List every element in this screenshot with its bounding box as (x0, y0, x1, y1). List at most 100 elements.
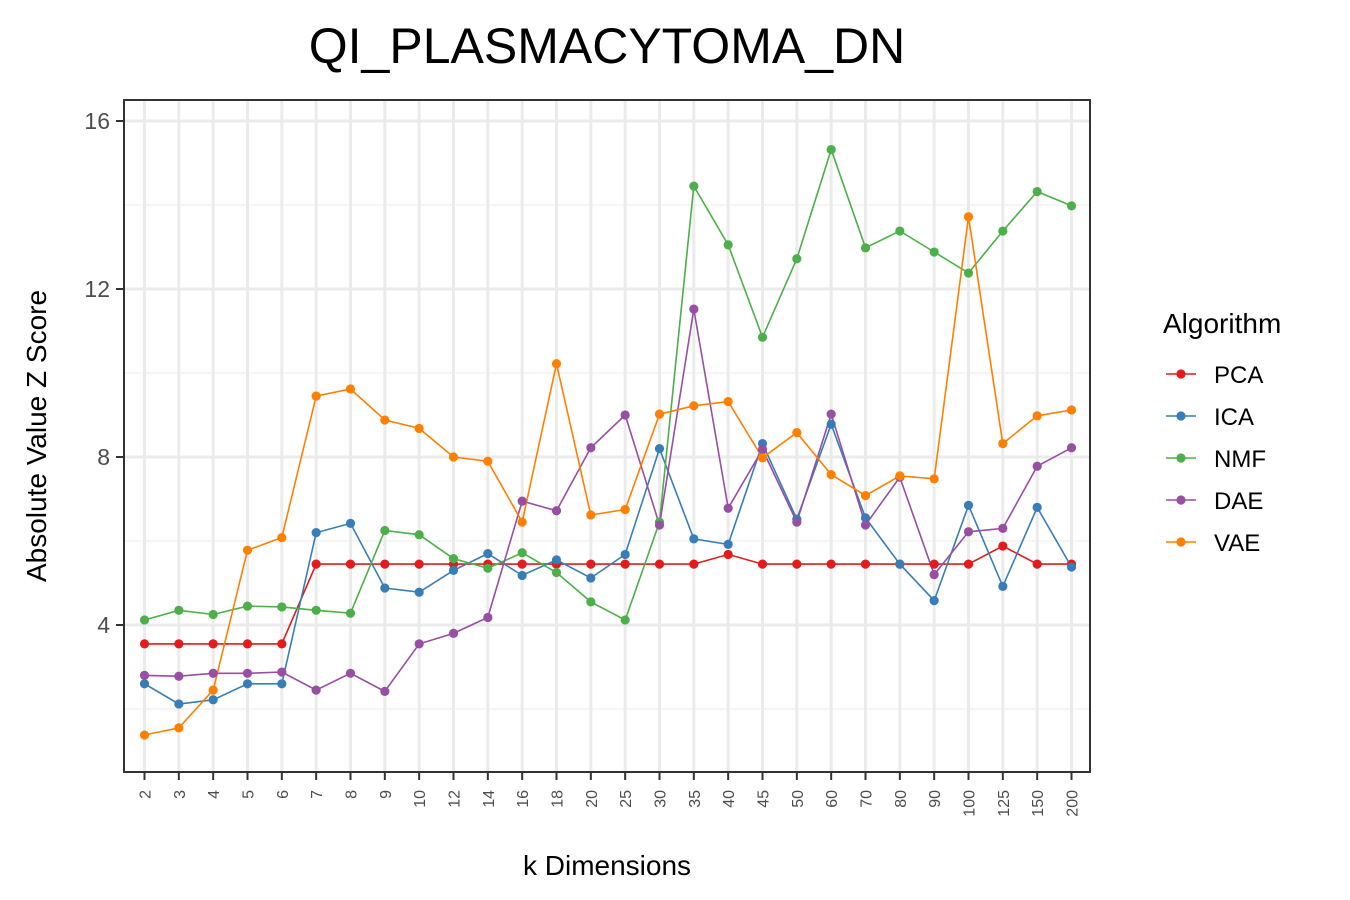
data-point-nmf (689, 181, 699, 191)
legend-key-point-dae (1176, 495, 1186, 505)
data-point-vae (139, 730, 150, 740)
data-point-dae (689, 304, 699, 314)
data-point-nmf (895, 226, 905, 236)
data-point-pca (929, 559, 939, 569)
data-point-dae (826, 409, 836, 419)
data-point-nmf (380, 525, 390, 536)
legend-label-pca: PCA (1214, 362, 1263, 389)
x-tick-label: 20 (584, 790, 601, 808)
data-point-dae (929, 570, 939, 580)
data-point-nmf (483, 563, 493, 573)
data-point-pca (380, 559, 390, 569)
data-point-dae (139, 670, 150, 681)
x-tick-label: 45 (756, 790, 773, 808)
data-point-nmf (517, 548, 527, 558)
series-line-dae (144, 309, 1072, 693)
data-point-ica (242, 679, 253, 689)
data-point-ica (414, 587, 424, 597)
y-tick-label: 8 (97, 444, 110, 470)
data-point-pca (792, 559, 802, 569)
legend-label-nmf: NMF (1214, 446, 1266, 473)
data-point-dae (483, 612, 493, 623)
data-point-dae (620, 410, 630, 420)
data-point-ica (895, 559, 905, 569)
data-point-dae (174, 671, 184, 681)
x-tick-label: 150 (1030, 790, 1047, 817)
data-point-dae (311, 685, 321, 695)
data-point-nmf (929, 247, 939, 257)
data-point-dae (1066, 443, 1077, 453)
data-point-nmf (757, 332, 768, 342)
data-point-dae (242, 668, 253, 678)
data-point-vae (689, 401, 699, 411)
data-point-vae (998, 438, 1008, 449)
data-point-ica (620, 549, 630, 560)
series-points (139, 144, 1077, 740)
grid-minor (124, 204, 1090, 710)
x-tick-label: 50 (790, 790, 807, 808)
plot-panel (123, 99, 1091, 773)
data-point-ica (174, 699, 184, 709)
x-tick-label: 10 (412, 790, 429, 808)
panel-border (123, 99, 1091, 773)
data-point-pca (242, 639, 253, 649)
data-point-vae (860, 491, 871, 501)
legend-title: Algorithm (1163, 308, 1281, 339)
data-point-dae (345, 668, 356, 678)
x-tick-label: 3 (172, 790, 189, 799)
x-tick-label: 200 (1065, 790, 1082, 817)
x-tick-label: 14 (481, 790, 498, 808)
data-point-pca (723, 549, 733, 560)
data-point-dae (517, 496, 527, 506)
data-point-ica (311, 528, 321, 538)
data-point-vae (242, 545, 253, 555)
data-point-nmf (963, 268, 974, 278)
data-point-ica (380, 583, 390, 593)
data-point-nmf (414, 530, 424, 540)
data-point-pca (277, 639, 287, 649)
data-point-ica (998, 581, 1008, 591)
data-point-nmf (826, 144, 836, 155)
data-point-pca (517, 559, 527, 569)
data-point-dae (208, 668, 218, 678)
x-tick-label: 5 (241, 790, 258, 799)
data-point-vae (654, 409, 665, 419)
data-point-nmf (345, 608, 356, 618)
data-point-dae (757, 444, 768, 455)
data-point-vae (174, 723, 184, 733)
data-point-ica (277, 679, 287, 689)
x-tick-label: 6 (275, 790, 292, 799)
x-tick-label: 35 (687, 790, 704, 808)
data-point-vae (620, 504, 630, 515)
data-point-vae (517, 517, 527, 527)
y-axis-label: Absolute Value Z Score (21, 290, 52, 582)
data-point-vae (380, 415, 390, 425)
data-point-pca (963, 559, 974, 569)
data-point-vae (757, 453, 768, 463)
x-axis-label: k Dimensions (523, 850, 691, 881)
data-point-nmf (311, 605, 321, 615)
x-tick-label: 100 (962, 790, 979, 817)
data-point-vae (723, 396, 733, 407)
data-point-nmf (998, 226, 1008, 236)
legend-key-point-vae (1176, 537, 1186, 547)
data-point-ica (1032, 502, 1042, 512)
y-tick-label: 4 (97, 612, 110, 638)
data-point-vae (826, 470, 836, 480)
data-point-ica (551, 555, 562, 565)
legend-key-point-ica (1176, 411, 1186, 421)
data-point-vae (792, 428, 802, 438)
data-point-ica (826, 419, 836, 429)
data-point-ica (345, 518, 356, 528)
data-point-pca (860, 559, 871, 569)
grid-major (124, 100, 1090, 772)
y-tick-label: 12 (84, 276, 110, 302)
data-point-vae (208, 685, 218, 695)
y-axis: 4 8 12 16 (84, 108, 124, 638)
data-point-pca (998, 541, 1008, 551)
legend-label-dae: DAE (1214, 488, 1263, 515)
data-point-nmf (448, 554, 459, 564)
data-point-nmf (723, 240, 733, 250)
data-point-vae (277, 533, 287, 543)
